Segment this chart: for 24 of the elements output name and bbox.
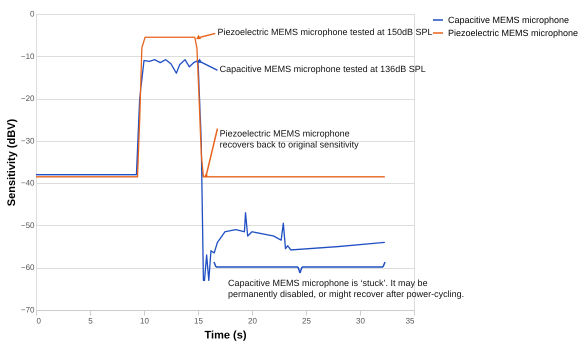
y-tick-label: −30	[20, 136, 36, 146]
y-tick-label: −20	[20, 94, 36, 104]
annotation: Capacitive MEMS microphone is ‘stuck’. It may be permanently disabled, or might recover after power-cycling.	[228, 278, 464, 299]
annotation: Piezoelectric MEMS microphone tested at 150dB SPL	[217, 27, 433, 38]
x-axis-title: Time (s)	[204, 330, 247, 342]
y-tick-label: −10	[20, 52, 36, 61]
x-tick-label: 20	[248, 316, 258, 326]
x-tick-label: 25	[302, 316, 312, 326]
y-tick-label: −40	[20, 178, 36, 188]
x-tick-label: 0	[36, 316, 42, 326]
legend-label: Piezoelectric MEMS microphone	[448, 28, 578, 38]
y-tick-label: −70	[20, 306, 36, 314]
y-axis-title: Sensitivity (dBV)	[6, 118, 18, 206]
x-tick-label: 10	[140, 316, 150, 326]
y-tick-label: −60	[20, 263, 36, 272]
legend-label: Capacitive MEMS microphone	[448, 15, 570, 25]
y-tick-label: −50	[20, 220, 36, 230]
y-tick-label: 0	[30, 10, 36, 18]
x-tick-label: 35	[406, 316, 416, 326]
x-tick-label: 15	[194, 316, 204, 326]
annotation: Capacitive MEMS microphone tested at 136dB SPL	[220, 64, 426, 74]
annotation: Piezoelectric MEMS microphone recovers back to original sensitivity	[220, 128, 360, 150]
x-tick-label: 5	[88, 316, 94, 326]
x-tick-label: 30	[356, 316, 366, 326]
